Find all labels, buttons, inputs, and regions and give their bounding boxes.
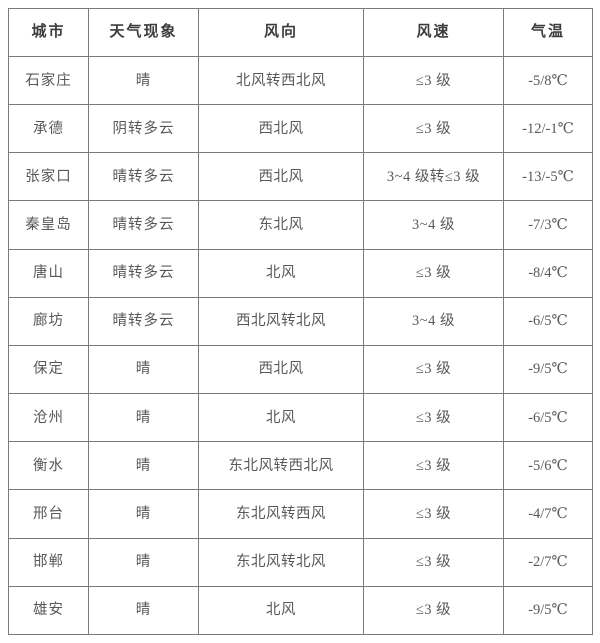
cell-wind-direction: 东北风转北风	[198, 537, 364, 587]
cell-city: 石家庄	[8, 55, 89, 106]
cell-wind-speed: ≤3 级	[363, 585, 504, 636]
table-row: 沧州晴北风 ≤3 级 -6/5℃	[8, 393, 593, 443]
cell-temperature: -6/5℃	[503, 296, 593, 346]
cell-temperature: -6/5℃	[503, 393, 593, 443]
column-header-wind-speed: 风速	[363, 8, 504, 57]
cell-wind-speed: ≤3 级	[363, 55, 504, 106]
cell-temperature: -9/5℃	[503, 585, 593, 636]
cell-temperature: -12/-1℃	[503, 104, 593, 154]
cell-weather: 晴	[88, 489, 199, 539]
cell-weather: 晴转多云	[88, 200, 199, 250]
cell-weather: 晴	[88, 537, 199, 587]
cell-wind-speed: ≤3 级	[363, 441, 504, 491]
table-row: 唐山 晴转多云 北风 ≤3 级 -8/4℃	[8, 248, 593, 298]
table-row: 雄安晴北风 ≤3 级 -9/5℃	[8, 585, 593, 636]
cell-city: 衡水	[8, 441, 89, 491]
cell-weather: 晴转多云	[88, 248, 199, 298]
cell-weather: 晴转多云	[88, 152, 199, 202]
table-row: 邯郸晴东北风转北风 ≤3 级 -2/7℃	[8, 537, 593, 587]
cell-wind-speed: ≤3 级	[363, 344, 504, 395]
cell-wind-direction: 西北风	[198, 152, 364, 202]
table-row: 张家口 晴转多云 西北风 3~4 级转≤3 级 -13/-5℃	[8, 152, 593, 202]
table-row: 秦皇岛 晴转多云 东北风 3~4 级 -7/3℃	[8, 200, 593, 250]
cell-temperature: -5/6℃	[503, 441, 593, 491]
cell-weather: 晴	[88, 441, 199, 491]
cell-wind-speed: 3~4 级	[363, 296, 504, 346]
cell-city: 保定	[8, 344, 89, 395]
cell-wind-speed: ≤3 级	[363, 537, 504, 587]
cell-wind-direction: 东北风转西北风	[198, 441, 364, 491]
column-header-city: 城市	[8, 8, 89, 57]
cell-city: 廊坊	[8, 296, 89, 346]
cell-city: 雄安	[8, 585, 89, 636]
table-row: 邢台晴东北风转西风 ≤3 级 -4/7℃	[8, 489, 593, 539]
table-body: 石家庄晴北风转西北风 ≤3 级 -5/8℃ 承德 阴转多云 西北风 ≤3 级 -12/-1℃ 张…	[8, 55, 593, 636]
cell-wind-direction: 北风	[198, 393, 364, 443]
cell-wind-speed: ≤3 级	[363, 489, 504, 539]
cell-weather: 晴	[88, 55, 199, 106]
table-row: 廊坊 晴转多云 西北风转北风 3~4 级 -6/5℃	[8, 296, 593, 346]
cell-temperature: -5/8℃	[503, 55, 593, 106]
cell-wind-speed: 3~4 级	[363, 200, 504, 250]
cell-temperature: -8/4℃	[503, 248, 593, 298]
cell-wind-direction: 西北风	[198, 104, 364, 154]
cell-city: 沧州	[8, 393, 89, 443]
table-header-row: 城市 天气现象 风向 风速 气温	[8, 8, 593, 57]
cell-temperature: -13/-5℃	[503, 152, 593, 202]
cell-wind-speed: ≤3 级	[363, 104, 504, 154]
cell-wind-direction: 北风	[198, 248, 364, 298]
table-header: 城市 天气现象 风向 风速 气温	[8, 8, 593, 57]
cell-city: 张家口	[8, 152, 89, 202]
cell-wind-direction: 东北风	[198, 200, 364, 250]
weather-forecast-table-container: 城市 天气现象 风向 风速 气温 石家庄晴北风转西北风 ≤3 级 -5/8℃ 承德 阴转…	[8, 8, 593, 636]
cell-city: 承德	[8, 104, 89, 154]
cell-weather: 晴转多云	[88, 296, 199, 346]
column-header-temperature: 气温	[503, 8, 593, 57]
table-row: 保定晴西北风 ≤3 级 -9/5℃	[8, 344, 593, 395]
cell-city: 邯郸	[8, 537, 89, 587]
table-row: 衡水晴东北风转西北风 ≤3 级 -5/6℃	[8, 441, 593, 491]
cell-weather: 阴转多云	[88, 104, 199, 154]
cell-city: 唐山	[8, 248, 89, 298]
cell-weather: 晴	[88, 344, 199, 395]
cell-weather: 晴	[88, 393, 199, 443]
column-header-wind-direction: 风向	[198, 8, 364, 57]
table-row: 石家庄晴北风转西北风 ≤3 级 -5/8℃	[8, 55, 593, 106]
cell-wind-speed: ≤3 级	[363, 393, 504, 443]
cell-city: 邢台	[8, 489, 89, 539]
cell-temperature: -2/7℃	[503, 537, 593, 587]
cell-temperature: -7/3℃	[503, 200, 593, 250]
cell-wind-direction: 北风转西北风	[198, 55, 364, 106]
cell-weather: 晴	[88, 585, 199, 636]
cell-temperature: -4/7℃	[503, 489, 593, 539]
cell-wind-speed: ≤3 级	[363, 248, 504, 298]
weather-forecast-table: 城市 天气现象 风向 风速 气温 石家庄晴北风转西北风 ≤3 级 -5/8℃ 承德 阴转…	[8, 8, 593, 636]
cell-temperature: -9/5℃	[503, 344, 593, 395]
cell-wind-direction: 西北风	[198, 344, 364, 395]
cell-wind-direction: 西北风转北风	[198, 296, 364, 346]
column-header-weather: 天气现象	[88, 8, 199, 57]
cell-wind-direction: 北风	[198, 585, 364, 636]
cell-wind-direction: 东北风转西风	[198, 489, 364, 539]
table-row: 承德 阴转多云 西北风 ≤3 级 -12/-1℃	[8, 104, 593, 154]
cell-city: 秦皇岛	[8, 200, 89, 250]
cell-wind-speed: 3~4 级转≤3 级	[363, 152, 504, 202]
